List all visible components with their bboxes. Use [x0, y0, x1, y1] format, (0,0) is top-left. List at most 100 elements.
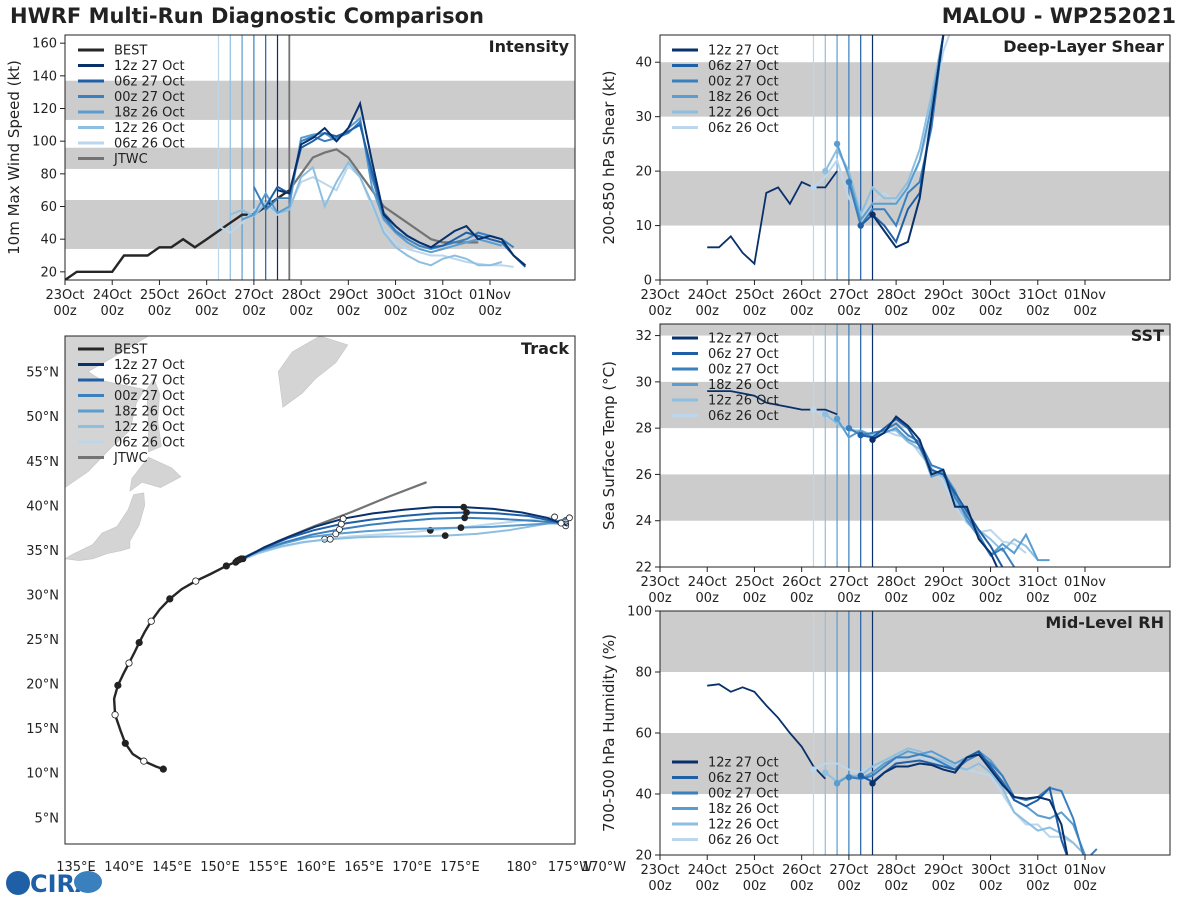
- shear-legend-label: 06z 26 Oct: [708, 121, 779, 136]
- cira-logo-emblem: [74, 871, 102, 893]
- shear-init-marker: [845, 178, 853, 186]
- track-best-marker: [140, 757, 148, 765]
- rh-legend-label: 00z 27 Oct: [708, 787, 779, 802]
- shear-ytick-label: 10: [635, 219, 652, 234]
- shear-init-marker: [857, 222, 864, 229]
- track-legend-label: 18z 26 Oct: [114, 405, 185, 420]
- sst-legend-label: 00z 27 Oct: [708, 363, 779, 378]
- sst-xtick-label: 27Oct: [829, 575, 868, 590]
- sst-xtick-label: 00z: [790, 591, 814, 606]
- sst-xtick-label: 28Oct: [877, 575, 916, 590]
- track-legend-label: 12z 26 Oct: [114, 420, 185, 435]
- shear-xtick-label: 00z: [884, 304, 908, 319]
- rh-ytick-label: 100: [627, 605, 652, 620]
- track-xtick-label: 150°E: [200, 860, 240, 875]
- rh-xtick-label: 23Oct: [640, 863, 679, 878]
- sst-band: [660, 324, 1170, 336]
- intensity-xtick-label: 00z: [242, 304, 266, 319]
- track-legend-label: 00z 27 Oct: [114, 389, 185, 404]
- shear-ylabel: 200-850 hPa Shear (kt): [600, 71, 618, 245]
- track-xtick-label: 175°E: [440, 860, 480, 875]
- rh-xtick-label: 01Nov: [1064, 863, 1106, 878]
- rh-xtick-label: 00z: [932, 879, 956, 894]
- sst-init-marker: [869, 436, 876, 443]
- rh-xtick-label: 31Oct: [1018, 863, 1057, 878]
- track-position-marker: [557, 519, 565, 527]
- intensity-ytick-label: 60: [40, 200, 57, 215]
- sst-title: SST: [1131, 326, 1164, 345]
- sst-init-marker: [857, 431, 864, 439]
- mainland-coast: [65, 336, 150, 488]
- intensity-xtick-label: 00z: [289, 304, 313, 319]
- track-title: Track: [521, 339, 569, 358]
- sakhalin-landmass: [146, 378, 162, 453]
- rh-xtick-label: 29Oct: [924, 863, 963, 878]
- rh-panel: 2040608010023Oct00z24Oct00z25Oct00z26Oct…: [600, 605, 1171, 894]
- shear-panel: 01020304023Oct00z24Oct00z25Oct00z26Oct00…: [600, 34, 1171, 319]
- track-xtick-label: 155°E: [248, 860, 288, 875]
- track-ytick-label: 45°N: [26, 455, 59, 470]
- track-panel: 5°N 10°N 15°N 20°N 25°N 30°N 35°N 40°N 45°N 50°N 5…: [26, 335, 626, 875]
- sst-xtick-label: 30Oct: [971, 575, 1010, 590]
- track-best-marker: [114, 681, 122, 689]
- track-best-line: [112, 557, 244, 771]
- rh-xtick-label: 00z: [1073, 879, 1097, 894]
- track-legend-label: 06z 26 Oct: [114, 436, 185, 451]
- intensity-legend-label: 18z 26 Oct: [114, 106, 185, 121]
- intensity-xtick-label: 30Oct: [376, 288, 415, 303]
- rh-init-marker: [869, 780, 876, 787]
- track-ytick-label: 15°N: [26, 722, 59, 737]
- intensity-band: [65, 199, 575, 249]
- rh-xtick-label: 00z: [979, 879, 1003, 894]
- sst-xtick-label: 00z: [696, 591, 720, 606]
- intensity-ylabel: 10m Max Wind Speed (kt): [5, 60, 23, 255]
- sst-legend-label: 18z 26 Oct: [708, 378, 779, 393]
- rh-legend-label: 12z 26 Oct: [708, 818, 779, 833]
- track-position-marker: [457, 524, 465, 532]
- sst-xtick-label: 00z: [979, 591, 1003, 606]
- track-xtick-label: 180°: [506, 860, 537, 875]
- sst-xtick-label: 31Oct: [1018, 575, 1057, 590]
- rh-xtick-label: 25Oct: [735, 863, 774, 878]
- shear-legend-label: 12z 26 Oct: [708, 106, 779, 121]
- sst-ytick-label: 26: [635, 468, 652, 483]
- track-ytick-label: 40°N: [26, 499, 59, 514]
- shear-legend-label: 12z 27 Oct: [708, 44, 779, 59]
- rh-legend-label: 12z 27 Oct: [708, 756, 779, 771]
- sst-plot-area: [660, 324, 1170, 567]
- track-legend-label: BEST: [114, 343, 147, 358]
- shear-legend-label: 00z 27 Oct: [708, 75, 779, 90]
- track-plot-area: [65, 336, 573, 773]
- sst-xtick-label: 26Oct: [782, 575, 821, 590]
- sst-xtick-label: 23Oct: [640, 575, 679, 590]
- shear-xtick-label: 26Oct: [782, 288, 821, 303]
- rh-xtick-label: 00z: [743, 879, 767, 894]
- rh-xtick-label: 00z: [790, 879, 814, 894]
- intensity-frame: [64, 34, 576, 281]
- intensity-ytick-label: 80: [40, 167, 57, 182]
- intensity-xtick-label: 26Oct: [187, 288, 226, 303]
- track-xtick-label: 170°W: [582, 860, 626, 875]
- intensity-plot-area: [65, 35, 575, 280]
- shear-xtick-label: 25Oct: [735, 288, 774, 303]
- intensity-series-12z-27-oct: [277, 100, 527, 267]
- cira-logo-globe: [6, 871, 30, 895]
- intensity-xtick-label: 31Oct: [423, 288, 462, 303]
- intensity-xtick-label: 27Oct: [234, 288, 273, 303]
- track-frame: [64, 335, 576, 845]
- sst-xtick-label: 00z: [884, 591, 908, 606]
- track-legend-label: 12z 27 Oct: [114, 358, 185, 373]
- shear-ytick-label: 0: [644, 274, 652, 289]
- shear-ytick-label: 30: [635, 110, 652, 125]
- intensity-xtick-label: 28Oct: [282, 288, 321, 303]
- sst-legend-label: 12z 27 Oct: [708, 332, 779, 347]
- intensity-xtick-label: 29Oct: [329, 288, 368, 303]
- sst-ytick-label: 30: [635, 375, 652, 390]
- track-xtick-label: 145°E: [152, 860, 192, 875]
- track-xtick-label: 140°E: [104, 860, 144, 875]
- track-xtick-label: 170°E: [392, 860, 432, 875]
- shear-xtick-label: 00z: [837, 304, 861, 319]
- intensity-title: Intensity: [489, 37, 570, 56]
- track-forecast-line: [236, 519, 566, 563]
- rh-xtick-label: 00z: [1026, 879, 1050, 894]
